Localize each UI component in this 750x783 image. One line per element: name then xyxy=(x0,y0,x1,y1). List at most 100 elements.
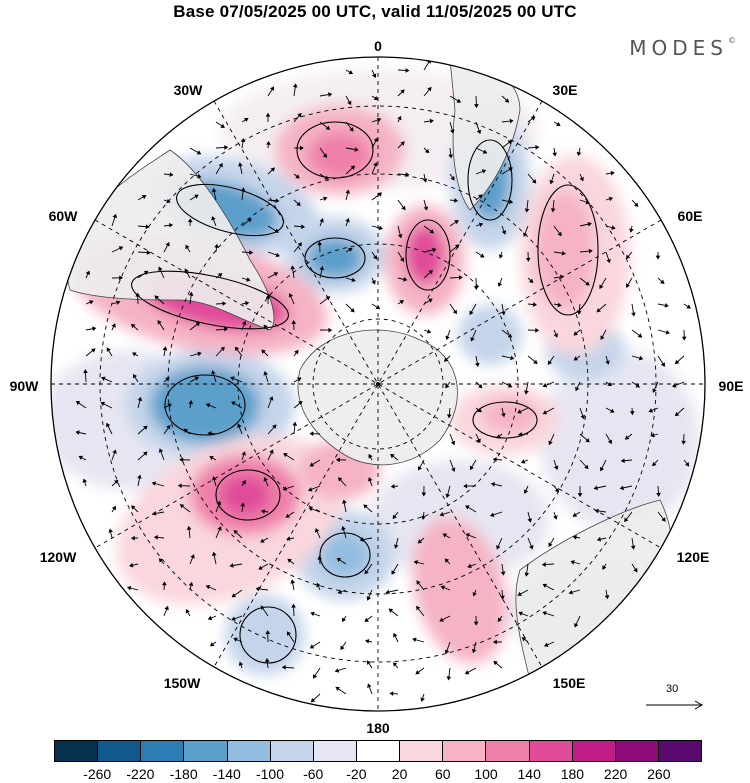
wind-arrow-head xyxy=(290,265,296,270)
wind-arrow-head xyxy=(454,198,459,203)
colorbar-tick-label: 220 xyxy=(603,766,628,782)
wind-arrow-head xyxy=(403,277,408,282)
wind-arrow-head xyxy=(548,440,553,446)
wind-arrow-head xyxy=(269,86,275,91)
wind-arrow-head xyxy=(179,504,185,509)
wind-arrow-head xyxy=(247,218,252,223)
wind-arrow-head xyxy=(195,322,201,327)
wind-arrow-head xyxy=(489,512,495,518)
wind-arrow-head xyxy=(158,448,164,453)
lon-label-90w: 90W xyxy=(9,378,39,394)
wind-arrow-head xyxy=(350,308,355,313)
wind-arrow-head xyxy=(426,329,432,334)
wind-arrow-head xyxy=(207,431,212,436)
wind-arrow-head xyxy=(606,258,611,264)
wind-arrow-head xyxy=(315,528,320,533)
wind-arrow-head xyxy=(359,537,364,542)
wind-arrow-head xyxy=(336,557,342,563)
wind-arrow-head xyxy=(348,70,354,75)
wind-arrow-head xyxy=(143,270,149,275)
wind-arrow-head xyxy=(528,278,534,283)
wind-arrow-head xyxy=(217,526,222,531)
wind-arrow-head xyxy=(575,386,580,392)
wind-arrow-head xyxy=(229,563,234,568)
wind-arrow-head xyxy=(118,246,124,251)
wind-arrow-head xyxy=(550,208,556,213)
wind-arrow-head xyxy=(209,456,214,461)
wind-arrow-head xyxy=(439,512,445,517)
wind-arrow-head xyxy=(158,558,164,563)
wind-arrow-head xyxy=(269,396,274,401)
colorbar-cell xyxy=(184,741,228,761)
wind-arrow-head xyxy=(264,658,270,663)
wind-arrow-head xyxy=(184,268,189,273)
wind-arrow-head xyxy=(325,125,331,130)
wind-arrow-head xyxy=(397,234,403,239)
wind-arrow-head xyxy=(261,349,266,354)
wind-arrow-head xyxy=(211,215,216,221)
wind-arrow-head xyxy=(553,465,559,471)
wind-arrow-head xyxy=(366,596,372,601)
wind-arrow-head xyxy=(542,382,548,388)
wind-arrow-head xyxy=(263,324,268,330)
wind-arrow-head xyxy=(450,440,456,446)
wind-arrow-head xyxy=(241,479,246,485)
colorbar-tick-label: -180 xyxy=(169,766,198,782)
wind-arrow-head xyxy=(285,513,291,518)
wind-arrow-head xyxy=(205,585,211,590)
wind-arrow-head xyxy=(75,400,81,406)
wind-arrow-head xyxy=(283,453,288,458)
wind-arrow-head xyxy=(473,286,479,290)
wind-arrow-head xyxy=(317,241,322,246)
wind-arrow-head xyxy=(85,270,90,276)
wind-arrow-head xyxy=(135,292,141,297)
wind-arrow-head xyxy=(230,376,235,381)
wind-arrow-head xyxy=(686,304,691,309)
lon-label-180: 180 xyxy=(366,720,390,736)
wind-arrow-head xyxy=(464,670,470,675)
wind-arrow-head xyxy=(624,517,629,523)
wind-arrow-head xyxy=(504,98,510,103)
wind-arrow-head xyxy=(442,533,448,538)
wind-arrow-head xyxy=(413,560,419,565)
colorbar-tick-label: 140 xyxy=(517,766,541,782)
wind-arrow-field xyxy=(75,59,691,703)
wind-arrow-head xyxy=(288,292,293,298)
wind-arrow-head xyxy=(211,551,217,556)
wind-arrow-head xyxy=(78,455,84,460)
wind-arrow-head xyxy=(390,484,395,489)
wind-arrow-head xyxy=(480,253,485,258)
wind-arrow-head xyxy=(497,617,503,623)
wind-arrow-head xyxy=(273,272,279,277)
wind-arrow-head xyxy=(258,565,263,570)
wind-arrow-head xyxy=(446,414,452,419)
colorbar-cell xyxy=(313,741,357,761)
colorbar-cell xyxy=(98,741,142,761)
wind-arrow-head xyxy=(187,218,193,223)
wind-arrow-head xyxy=(509,118,514,124)
wind-arrow-head xyxy=(291,603,296,608)
wind-arrow-head xyxy=(345,189,350,194)
wind-arrow-head xyxy=(335,686,340,692)
wind-arrow-head xyxy=(570,560,575,565)
wind-arrow-head xyxy=(469,465,474,471)
wind-arrow-head xyxy=(129,562,134,568)
wind-arrow-head xyxy=(205,403,211,408)
wind-arrow-head xyxy=(240,502,246,507)
wind-arrow-head xyxy=(111,323,116,328)
colorbar-tick-label: 100 xyxy=(474,766,498,782)
wind-arrow-head xyxy=(371,279,376,285)
colorbar-cell xyxy=(356,741,401,761)
wind-arrow-head xyxy=(309,462,315,467)
wind-arrow-head xyxy=(211,370,216,375)
wind-arrow-head xyxy=(263,476,268,482)
wind-arrow-head xyxy=(416,605,421,611)
wind-arrow-head xyxy=(458,275,463,280)
wind-arrow-head xyxy=(324,175,329,180)
wind-arrow-head xyxy=(585,437,590,443)
wind-arrow-head xyxy=(405,68,410,73)
wind-arrow-head xyxy=(445,493,451,499)
wind-arrow-head xyxy=(599,284,604,290)
wind-arrow-head xyxy=(317,555,323,560)
wind-arrow-head xyxy=(292,421,298,426)
